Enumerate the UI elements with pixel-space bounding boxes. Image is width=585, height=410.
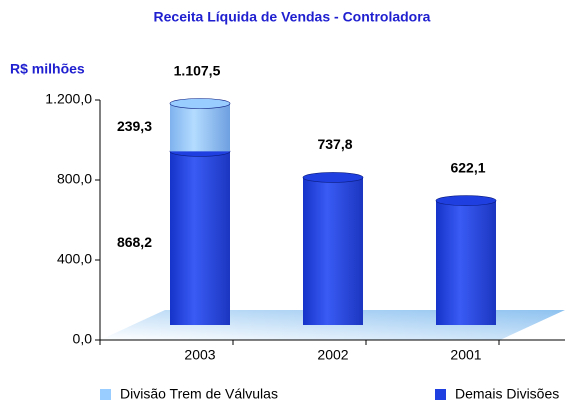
- bar-top: [302, 172, 364, 183]
- value-label: 737,8: [317, 136, 352, 152]
- bar: [170, 151, 230, 325]
- bar: [170, 103, 230, 152]
- y-tick-label: 400,0: [57, 251, 92, 267]
- bar-top: [435, 195, 497, 206]
- y-axis-label: R$ milhões: [10, 61, 85, 77]
- value-label: 868,2: [117, 234, 152, 250]
- bar: [303, 177, 363, 325]
- bar-top: [169, 98, 231, 109]
- y-tick-label: 800,0: [57, 171, 92, 187]
- x-tick-label: 2001: [450, 347, 481, 363]
- x-tick-label: 2003: [184, 347, 215, 363]
- legend-swatch: [435, 389, 446, 400]
- legend-swatch: [100, 389, 111, 400]
- chart-title: Receita Líquida de Vendas - Controladora: [154, 9, 431, 25]
- y-tick-label: 0,0: [73, 331, 93, 347]
- x-tick-label: 2002: [317, 347, 348, 363]
- value-label: 622,1: [450, 159, 485, 175]
- total-label: 1.107,5: [174, 63, 221, 79]
- y-tick-label: 1.200,0: [45, 91, 92, 107]
- bar: [436, 200, 496, 325]
- legend-label: Demais Divisões: [455, 386, 559, 402]
- legend-label: Divisão Trem de Válvulas: [120, 386, 278, 402]
- value-label: 239,3: [117, 118, 152, 134]
